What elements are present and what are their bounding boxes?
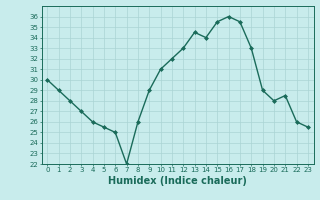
X-axis label: Humidex (Indice chaleur): Humidex (Indice chaleur) (108, 176, 247, 186)
